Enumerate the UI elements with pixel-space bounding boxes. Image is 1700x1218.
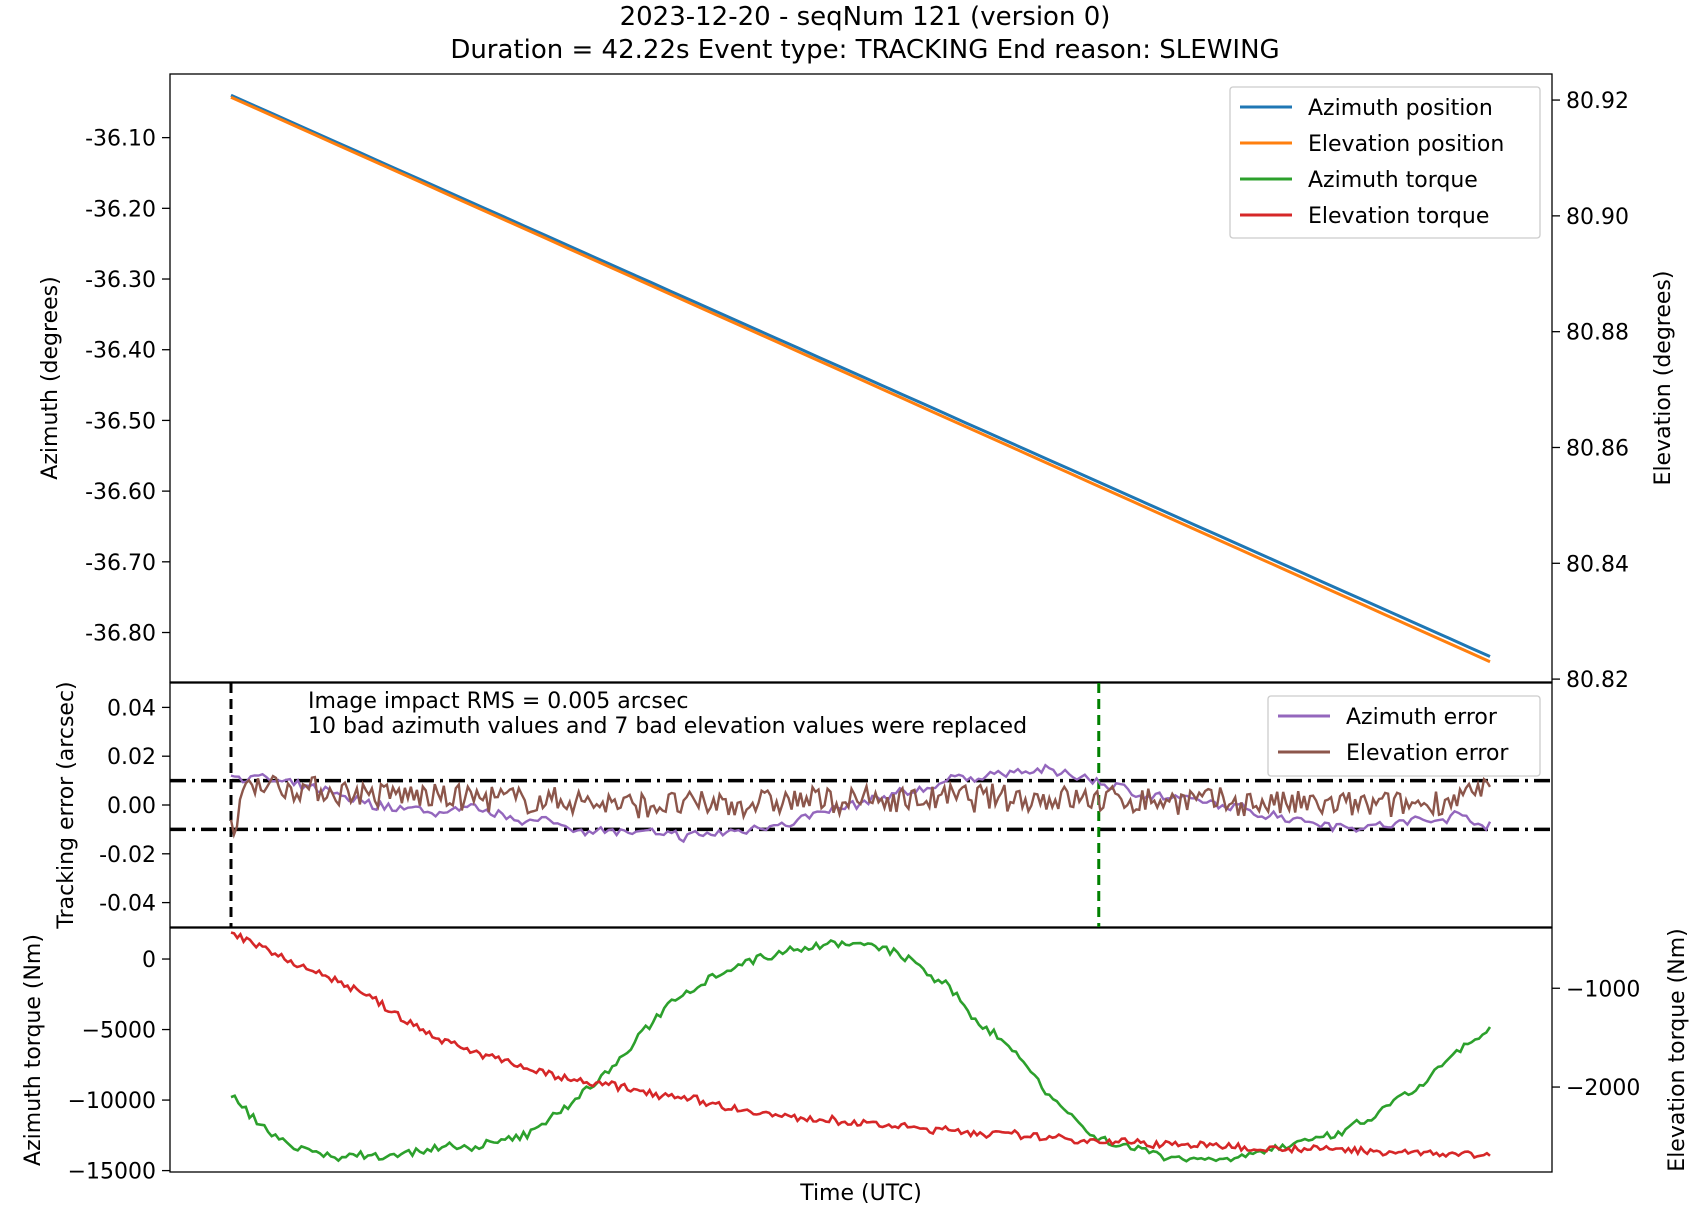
tick-label: 80.84 xyxy=(1566,552,1629,577)
position-series xyxy=(230,93,1491,664)
series-line-elevation-position xyxy=(230,95,1491,664)
x-axis-label: Time (UTC) xyxy=(799,1181,922,1206)
position-left-axis-label: Azimuth (degrees) xyxy=(38,276,63,479)
legend-label-elevation-position: Elevation position xyxy=(1308,132,1504,157)
tick-label: 80.90 xyxy=(1566,205,1629,230)
legend-label-azimuth-error: Azimuth error xyxy=(1346,705,1498,730)
tracking-error-legend-box xyxy=(1267,695,1541,777)
tick-label: -36.60 xyxy=(85,480,156,505)
position-legend: Azimuth position Elevation position Azim… xyxy=(1229,86,1541,239)
tick-label: -0.04 xyxy=(99,892,156,917)
legend-label-azimuth-position: Azimuth position xyxy=(1308,96,1493,121)
tick-label: −2000 xyxy=(1566,1076,1640,1101)
position-panel-frame xyxy=(169,73,1553,683)
tick-label: −15000 xyxy=(68,1160,156,1185)
tick-label: -36.80 xyxy=(85,622,156,647)
tick-label: 0.04 xyxy=(107,696,156,721)
tick-label: 0.02 xyxy=(107,745,156,770)
tracking-error-series xyxy=(229,763,1492,844)
series-line-azimuth-torque xyxy=(230,939,1492,1163)
tracking-error-ticks: 0.04 0.02 0.00 -0.02 -0.04 xyxy=(99,696,170,917)
tracking-error-legend: Azimuth error Elevation error xyxy=(1267,695,1541,777)
azimuth-torque-ticks: 0 −5000 −10000 −15000 xyxy=(68,948,170,1185)
position-legend-box xyxy=(1229,86,1541,239)
tick-label: −1000 xyxy=(1566,977,1640,1002)
torque-right-axis-label: Elevation torque (Nm) xyxy=(1665,928,1690,1171)
chart-title-line2: Duration = 42.22s Event type: TRACKING E… xyxy=(450,35,1279,65)
legend-label-elevation-error: Elevation error xyxy=(1346,741,1509,766)
position-right-axis-label: Elevation (degrees) xyxy=(1651,271,1676,486)
tick-label: -36.10 xyxy=(85,127,156,152)
tick-label: 80.82 xyxy=(1566,668,1629,693)
tick-label: -36.50 xyxy=(85,409,156,434)
tick-label: 80.88 xyxy=(1566,321,1629,346)
tick-label: 80.92 xyxy=(1566,89,1629,114)
tick-label: -36.30 xyxy=(85,268,156,293)
azimuth-position-ticks: -36.10 -36.20 -36.30 -36.40 -36.50 -36.60 -36.… xyxy=(85,127,170,647)
tick-label: -36.20 xyxy=(85,197,156,222)
series-line-elevation-torque xyxy=(230,931,1491,1160)
torque-panel-frame xyxy=(169,927,1553,1173)
legend-label-elevation-torque: Elevation torque xyxy=(1308,204,1489,229)
tick-label: −5000 xyxy=(82,1019,156,1044)
tick-label: −10000 xyxy=(68,1089,156,1114)
bad-values-annotation: 10 bad azimuth values and 7 bad elevatio… xyxy=(308,714,1027,739)
torque-left-axis-label: Azimuth torque (Nm) xyxy=(21,934,46,1166)
series-line-elevation-error xyxy=(229,774,1492,839)
tracking-error-axis-label: Tracking error (arcsec) xyxy=(54,681,79,929)
tick-label: 0 xyxy=(142,948,156,973)
tick-label: -36.70 xyxy=(85,551,156,576)
elevation-torque-ticks: −1000 −2000 xyxy=(1552,977,1640,1101)
tick-label: 80.86 xyxy=(1566,436,1629,461)
chart-title-line1: 2023-12-20 - seqNum 121 (version 0) xyxy=(620,2,1111,32)
series-line-azimuth-position xyxy=(230,93,1491,658)
torque-series xyxy=(230,931,1492,1163)
tick-label: 0.00 xyxy=(107,794,156,819)
elevation-position-ticks: 80.82 80.84 80.86 80.88 80.90 80.92 xyxy=(1552,89,1629,693)
rms-annotation: Image impact RMS = 0.005 arcsec xyxy=(308,689,688,714)
legend-label-azimuth-torque: Azimuth torque xyxy=(1308,168,1478,193)
tick-label: -36.40 xyxy=(85,339,156,364)
tick-label: -0.02 xyxy=(99,843,156,868)
